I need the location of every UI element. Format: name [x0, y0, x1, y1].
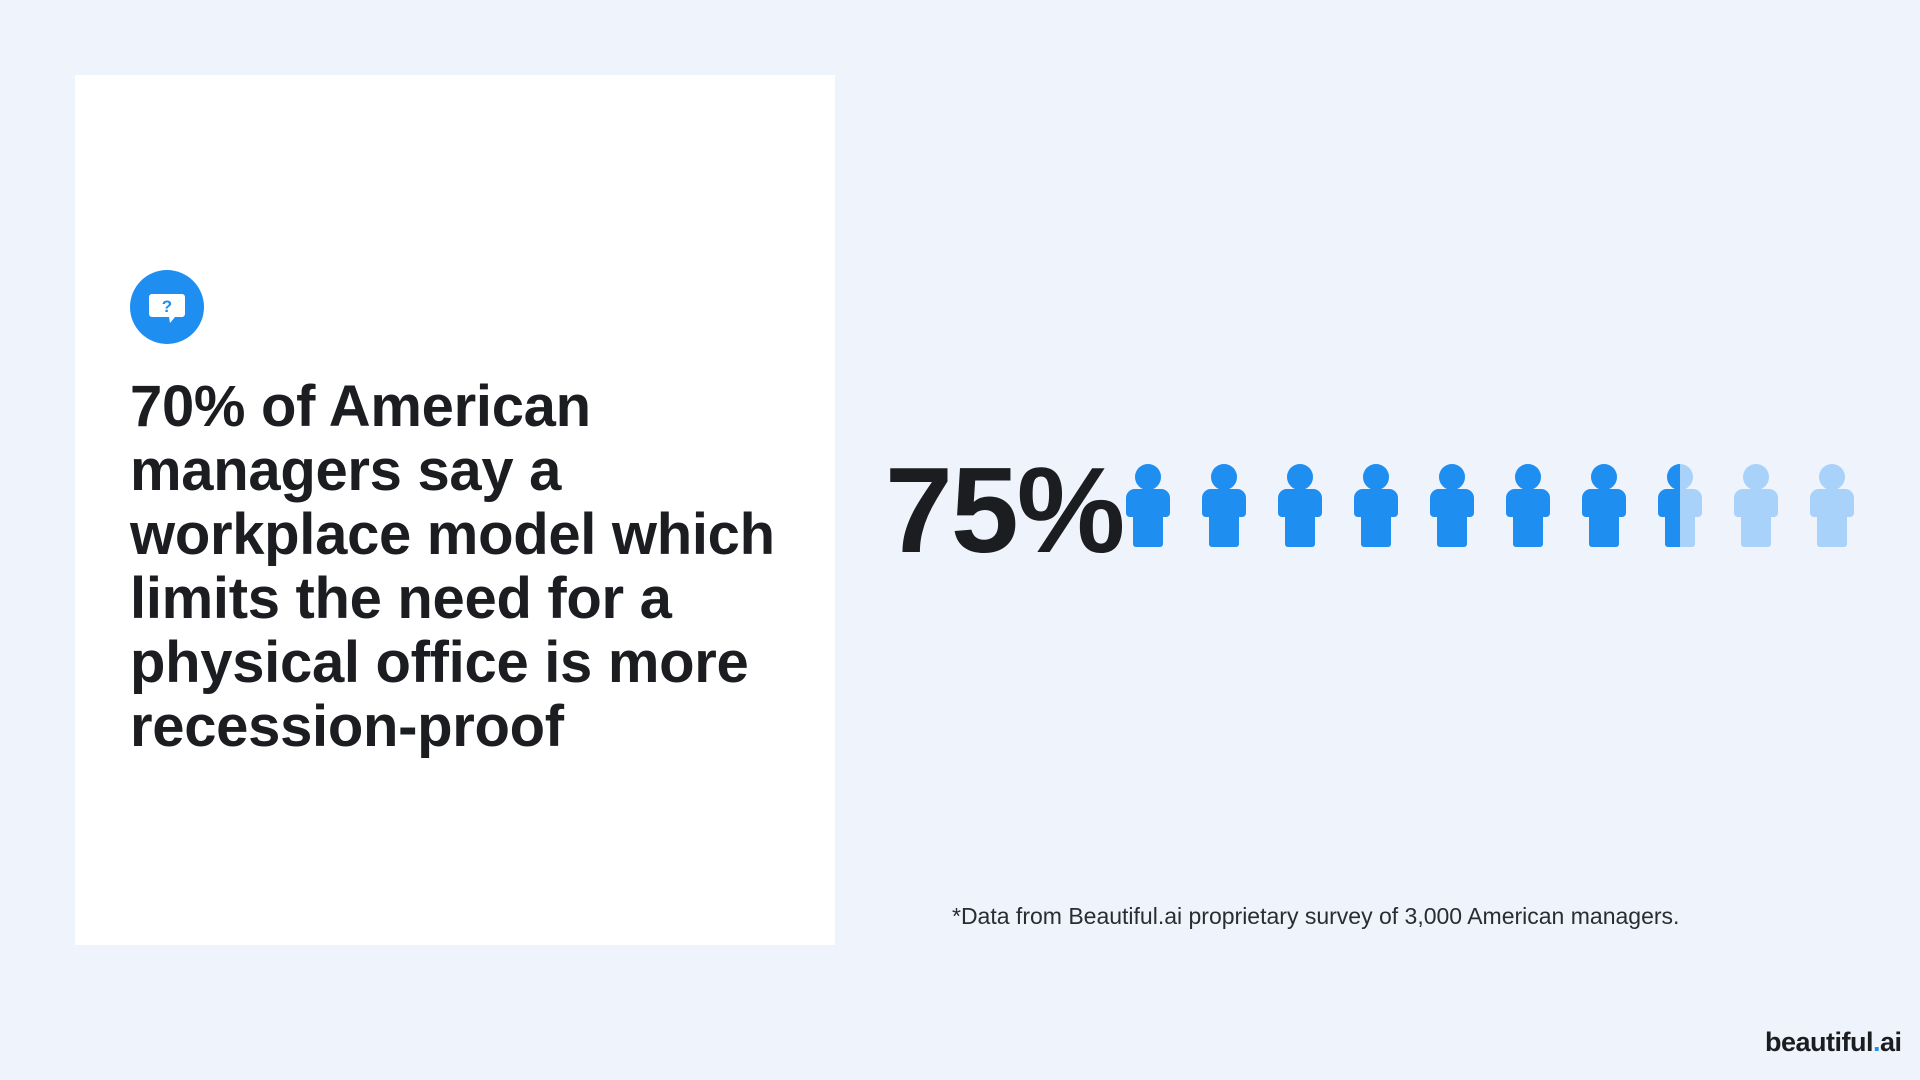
person-icon [1658, 464, 1702, 547]
person-icon [1202, 464, 1246, 547]
person-icon [1582, 464, 1626, 547]
person-icon [1430, 464, 1474, 547]
brand-suffix: ai [1880, 1027, 1902, 1057]
person-icon [1126, 464, 1170, 547]
brand-name: beautiful [1765, 1027, 1874, 1057]
person-icon [1810, 464, 1854, 547]
stat-value: 75% [885, 442, 1125, 578]
svg-text:?: ? [162, 297, 172, 316]
question-card: ? 70% of American managers say a workpla… [75, 75, 835, 945]
brand-dot: . [1873, 1027, 1881, 1057]
person-icon [1278, 464, 1322, 547]
people-pictograph [1126, 464, 1854, 547]
brand-logo[interactable]: beautiful.ai [1765, 1027, 1902, 1058]
person-icon [1354, 464, 1398, 547]
person-icon [1734, 464, 1778, 547]
question-speech-bubble-icon: ? [130, 270, 204, 344]
footnote: *Data from Beautiful.ai proprietary surv… [952, 903, 1680, 929]
headline: 70% of American managers say a workplace… [130, 374, 775, 759]
person-icon [1506, 464, 1550, 547]
